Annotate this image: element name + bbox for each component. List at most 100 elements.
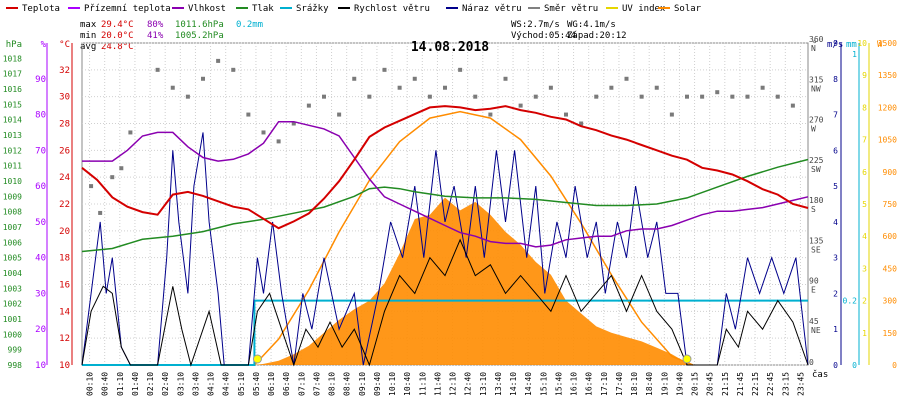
time-tick-label: 21:45 (736, 372, 745, 396)
legend-label-solar: Solar (674, 4, 702, 14)
series-smer-point (155, 67, 160, 72)
time-tick-label: 17:40 (615, 372, 624, 396)
time-tick-label: 17:10 (600, 372, 609, 396)
series-smer-point (397, 85, 402, 90)
stat-max-press: 1011.6hPa (175, 20, 224, 30)
series-smer-point (185, 94, 190, 99)
w-tick-label: 750 (883, 200, 898, 209)
series-smer-point (488, 112, 493, 117)
legend: Teplota Přízemní teplota Vlhkost Tlak Srážky… (6, 4, 702, 14)
series-smer-point (775, 94, 780, 99)
series-smer-point (261, 130, 266, 135)
series-solar-area (82, 197, 808, 365)
time-axis-title: čas (812, 369, 828, 380)
time-tick-label: 05:10 (237, 372, 246, 396)
stat-min-label: min (80, 31, 96, 41)
dir-tick-label: E (811, 286, 816, 295)
stat-min-press: 1005.2hPa (175, 31, 224, 41)
stat-min-hum: 41% (147, 31, 164, 41)
time-tick-label: 13:40 (494, 372, 503, 396)
series-smer-point (443, 85, 447, 90)
series-smer-point (654, 85, 659, 90)
time-tick-label: 22:45 (766, 372, 775, 396)
hpa-tick-label: 1009 (3, 192, 22, 201)
time-tick-label: 09:40 (373, 372, 382, 396)
time-tick-label: 15:10 (539, 372, 548, 396)
hpa-tick-label: 1015 (3, 100, 22, 109)
w-tick-label: 0 (892, 361, 897, 370)
temp-axis-title: °C (59, 40, 70, 50)
temp-tick-label: 18 (59, 254, 70, 264)
w-tick-label: 1350 (878, 71, 897, 80)
temp-tick-label: 12 (59, 334, 70, 344)
time-tick-label: 14:10 (509, 372, 518, 396)
pct-tick-label: 10 (35, 361, 46, 371)
time-tick-label: 13:10 (479, 372, 488, 396)
hpa-tick-label: 1002 (3, 300, 22, 309)
series-smer-point (352, 76, 357, 81)
ms-tick-label: 8 (833, 75, 838, 84)
series-smer-point (715, 90, 720, 95)
series-smer-point (306, 103, 311, 108)
time-tick-label: 18:10 (630, 372, 639, 396)
hpa-tick-label: 999 (8, 346, 23, 355)
ms-tick-label: 3 (833, 254, 838, 263)
pct-tick-label: 30 (35, 289, 46, 299)
dir-tick-label: SW (811, 165, 821, 174)
time-tick-label: 20:45 (706, 372, 715, 396)
w-axis-title: W (877, 40, 883, 50)
mm-tick-label: 0 (852, 361, 857, 370)
time-tick-label: 21:15 (721, 372, 730, 396)
time-tick-label: 03:10 (176, 372, 185, 396)
stat-max-temp: 29.4°C (101, 20, 134, 30)
temp-tick-label: 28 (59, 120, 70, 130)
stat-ws: WS:2.7m/s (511, 20, 560, 30)
hpa-tick-label: 1006 (3, 238, 22, 247)
temp-tick-label: 24 (59, 173, 70, 183)
series-smer-point (685, 94, 689, 99)
stat-min-temp: 20.0°C (101, 31, 134, 41)
mm-tick-label: 0.2 (843, 297, 858, 306)
time-tick-label: 05:40 (252, 372, 261, 396)
dir-tick-label: NW (811, 84, 821, 93)
time-tick-label: 01:40 (131, 372, 140, 396)
w-tick-label: 900 (883, 168, 898, 177)
time-tick-label: 08:10 (328, 372, 337, 396)
pct-tick-label: 50 (35, 218, 46, 228)
series-smer-point (427, 94, 432, 99)
series-smer-point (367, 94, 372, 99)
hpa-tick-label: 1013 (3, 131, 22, 140)
w-tick-label: 600 (883, 232, 898, 241)
temp-tick-label: 10 (59, 361, 70, 371)
legend-label-tlak: Tlak (252, 4, 274, 14)
dir-tick-label: W (811, 125, 816, 134)
hpa-tick-label: 1011 (3, 162, 22, 171)
ms-tick-label: 1 (833, 325, 838, 334)
time-tick-label: 12:40 (464, 372, 473, 396)
time-tick-label: 11:10 (418, 372, 427, 396)
uv-tick-label: 1 (862, 329, 867, 338)
hpa-tick-label: 1017 (3, 70, 22, 79)
w-tick-label: 1500 (878, 39, 897, 48)
series-smer-point (473, 94, 478, 99)
series-smer-point (382, 67, 387, 72)
dir-axis-title: ° (812, 40, 817, 50)
series-teplota-line (81, 105, 809, 230)
series-smer-point (639, 94, 644, 99)
time-tick-label: 06:40 (282, 372, 291, 396)
chart-title: 14.08.2018 (411, 40, 489, 55)
series-smer-point (89, 184, 94, 189)
series-smer-point (276, 139, 281, 144)
series-smer-point (624, 76, 629, 81)
hpa-tick-label: 1018 (3, 54, 22, 63)
time-tick-label: 19:10 (660, 372, 669, 396)
uv-tick-label: 9 (862, 71, 867, 80)
time-tick-label: 02:40 (161, 372, 170, 396)
time-tick-label: 15:40 (554, 372, 563, 396)
hpa-tick-label: 1010 (3, 177, 22, 186)
time-tick-label: 07:40 (312, 372, 321, 396)
uv-tick-label: 6 (862, 168, 867, 177)
time-tick-label: 16:10 (570, 372, 579, 396)
hpa-tick-label: 1014 (3, 116, 22, 125)
uv-tick-label: 5 (862, 200, 867, 209)
